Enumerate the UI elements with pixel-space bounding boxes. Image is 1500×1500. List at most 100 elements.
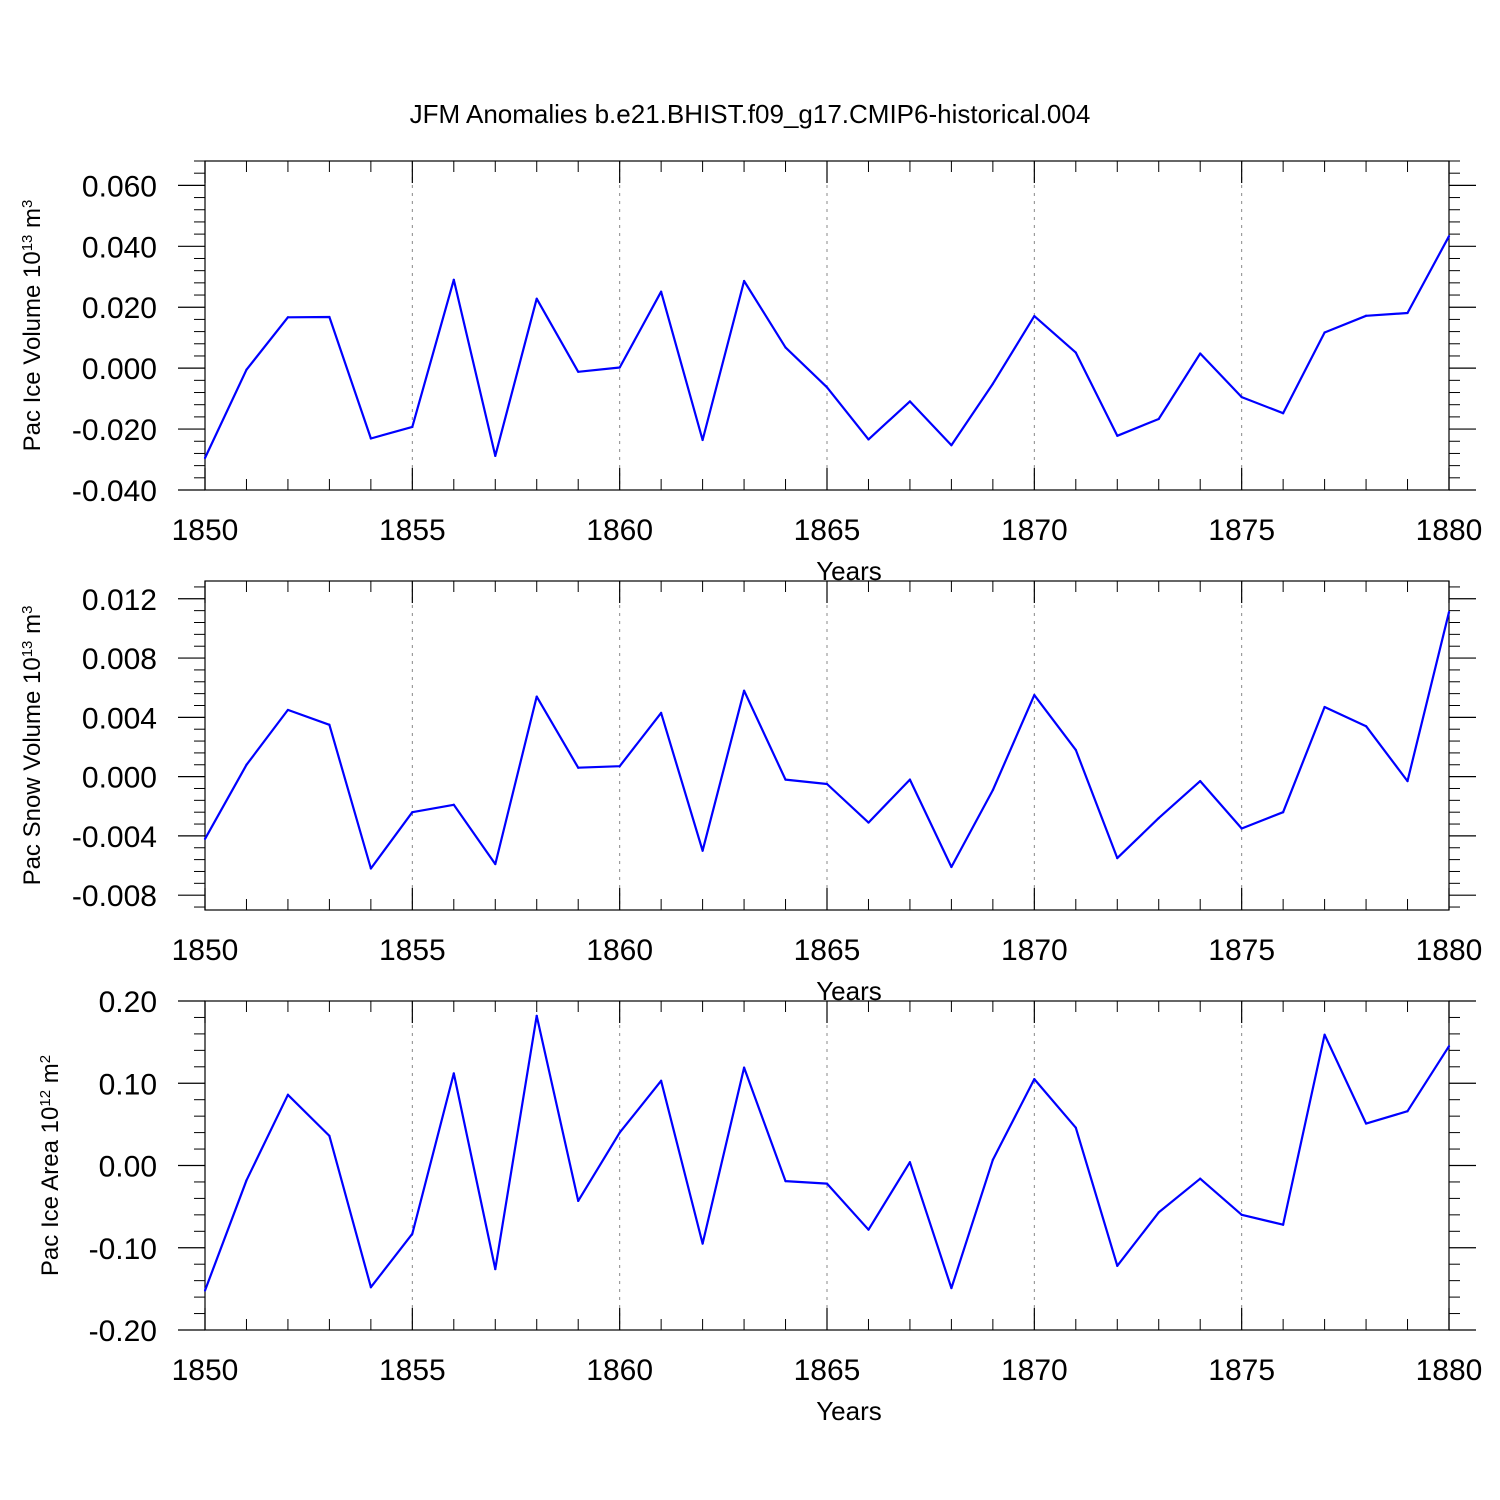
data-point (535, 297, 538, 300)
chart-panel-1: 1850 1855 1860 1865 1870 1875 1880 -0.040 -0.020… (19, 160, 1482, 586)
data-point (618, 765, 621, 768)
x-tick-label: 1855 (379, 514, 446, 547)
y-tick-label: -0.008 (72, 880, 157, 913)
x-tick-label: 1865 (794, 514, 861, 547)
y-axis-label-superscript: 2 (37, 1055, 54, 1063)
x-tick-label: 1865 (794, 1354, 861, 1387)
data-point (1447, 611, 1451, 614)
data-point (286, 316, 290, 319)
data-point (203, 837, 207, 840)
data-point (1447, 235, 1451, 238)
data-point (701, 1242, 704, 1245)
y-axis-label-text: Pac Ice Area 10 (37, 1107, 64, 1276)
data-point (1157, 817, 1160, 820)
data-point (286, 1093, 290, 1096)
data-point (908, 400, 912, 403)
data-point (1199, 352, 1202, 355)
data-point (742, 689, 746, 692)
data-point (1323, 1033, 1326, 1036)
data-point (618, 1131, 621, 1134)
data-point (867, 821, 870, 824)
data-point (1406, 779, 1409, 783)
data-point (867, 438, 870, 441)
data-point (660, 711, 663, 714)
y-tick-label: -0.004 (72, 821, 157, 854)
data-point (1074, 1126, 1077, 1129)
x-tick-label: 1880 (1416, 934, 1483, 967)
x-tick-label: 1865 (794, 934, 861, 967)
x-tick-label: 1855 (379, 1354, 446, 1387)
y-axis-label-superscript: 3 (19, 200, 36, 208)
data-point (1116, 434, 1119, 437)
data-point (328, 723, 331, 726)
data-point (203, 1289, 207, 1292)
x-tick-label: 1860 (586, 1354, 653, 1387)
data-point (1074, 351, 1077, 354)
data-point (494, 1268, 497, 1271)
x-tick-label: 1870 (1001, 1354, 1068, 1387)
y-tick-label: -0.10 (89, 1233, 157, 1266)
y-axis-label-superscript: 12 (37, 1090, 54, 1107)
y-tick-label: 0.020 (82, 292, 157, 325)
data-point (577, 1199, 580, 1202)
data-point (908, 1161, 912, 1164)
x-tick-label: 1860 (586, 514, 653, 547)
x-tick-label: 1870 (1001, 514, 1068, 547)
data-point (825, 782, 829, 786)
data-point (328, 315, 331, 319)
data-point (535, 695, 538, 698)
x-tick-label: 1860 (586, 934, 653, 967)
y-tick-label: 0.000 (82, 762, 157, 795)
data-point (328, 1134, 331, 1137)
data-point (577, 766, 580, 769)
data-point (660, 1079, 663, 1082)
data-point (1116, 857, 1119, 860)
data-point (369, 437, 372, 440)
x-tick-label: 1850 (172, 934, 239, 967)
data-point (452, 1072, 455, 1075)
data-point (991, 382, 994, 385)
data-point (1240, 1213, 1243, 1216)
data-point (245, 763, 248, 766)
data-point (1364, 1122, 1368, 1125)
data-point (618, 366, 621, 369)
data-point (701, 438, 704, 442)
data-point (1406, 1110, 1409, 1113)
data-point (1323, 705, 1326, 709)
data-point (784, 778, 787, 781)
data-point (660, 290, 663, 293)
data-point (1157, 1211, 1160, 1214)
data-point (784, 1180, 787, 1183)
x-tick-label: 1875 (1208, 1354, 1275, 1387)
chart-panel-2: 1850 1855 1860 1865 1870 1875 1880 -0.008 -0.004… (19, 580, 1483, 1006)
data-point (1074, 748, 1077, 752)
data-point (784, 346, 787, 349)
data-point (286, 708, 290, 712)
data-point (908, 778, 912, 781)
x-tick-label: 1855 (379, 934, 446, 967)
y-tick-label: -0.040 (72, 475, 157, 508)
y-tick-label: -0.20 (89, 1315, 157, 1348)
x-tick-label: 1870 (1001, 934, 1068, 967)
y-tick-label: 0.00 (99, 1151, 157, 1184)
figure-title: JFM Anomalies b.e21.BHIST.f09_g17.CMIP6-… (410, 99, 1091, 129)
data-point (742, 1066, 746, 1069)
data-point (1157, 417, 1160, 421)
data-point (701, 849, 704, 852)
data-point (1033, 1078, 1036, 1081)
y-tick-label: 0.012 (82, 584, 157, 617)
y-axis-label-text: m (37, 1063, 64, 1090)
y-axis-label-superscript: 13 (19, 235, 36, 252)
data-point (991, 1158, 994, 1161)
y-axis-label: Pac Ice Area 1012 m2 (37, 1055, 64, 1276)
data-point (1240, 827, 1243, 830)
y-axis-label: Pac Ice Volume 1013 m3 (19, 200, 46, 452)
y-tick-label: 0.004 (82, 702, 157, 735)
data-point (369, 1286, 372, 1289)
x-tick-label: 1875 (1208, 934, 1275, 967)
data-point (950, 865, 953, 869)
y-tick-label: 0.008 (82, 643, 157, 676)
data-point (825, 1182, 829, 1185)
data-point (411, 1232, 414, 1235)
y-axis-label-superscript: 13 (19, 641, 36, 658)
